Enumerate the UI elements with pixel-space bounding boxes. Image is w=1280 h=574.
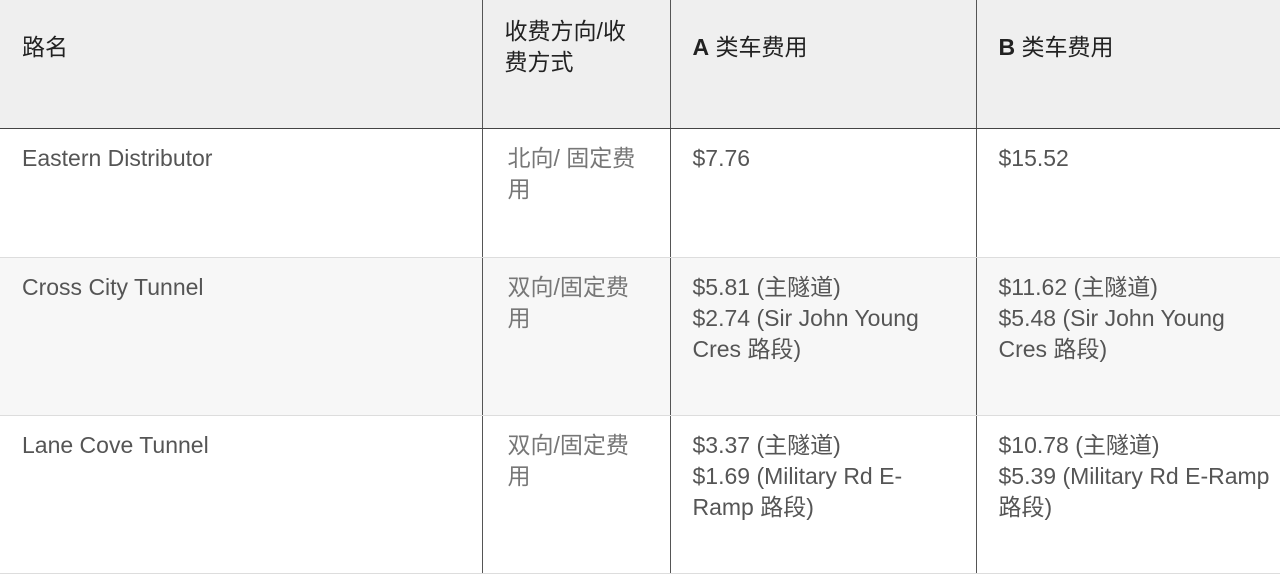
b-fee-cell: $10.78 (主隧道) $5.39 (Military Rd E-Ramp 路段… bbox=[975, 415, 1280, 574]
b-fee-cell: $15.52 bbox=[975, 128, 1280, 258]
direction-cell: 双向/固定费用 bbox=[481, 415, 670, 574]
fee-line: $7.76 bbox=[692, 144, 751, 171]
a-fee-cell: $7.76 bbox=[669, 128, 976, 258]
fee-line: $11.62 (主隧道) bbox=[998, 273, 1158, 300]
table-row: Eastern Distributor 北向/ 固定费用 $7.76 $15.5… bbox=[0, 128, 1280, 258]
direction-cell: 北向/ 固定费用 bbox=[481, 128, 670, 258]
fee-line: $5.81 (主隧道) bbox=[692, 273, 841, 300]
fee-line: $10.78 (主隧道) bbox=[998, 431, 1160, 458]
header-a-class: A 类车费用 bbox=[669, 0, 976, 129]
b-prefix: B bbox=[998, 34, 1016, 60]
fee-line: $5.39 (Military Rd E-Ramp 路段) bbox=[998, 462, 1270, 520]
b-label: 类车费用 bbox=[1015, 34, 1114, 60]
fee-line: $15.52 bbox=[998, 144, 1069, 171]
header-direction: 收费方向/收费方式 bbox=[481, 0, 670, 129]
direction-cell: 双向/固定费用 bbox=[481, 257, 670, 416]
a-prefix: A bbox=[692, 34, 710, 60]
header-b-class: B 类车费用 bbox=[975, 0, 1280, 129]
fee-line: $2.74 (Sir John Young Cres 路段) bbox=[692, 304, 919, 362]
fee-line: $1.69 (Military Rd E-Ramp 路段) bbox=[692, 462, 903, 520]
table-row: Lane Cove Tunnel 双向/固定费用 $3.37 (主隧道) $1.6… bbox=[0, 415, 1280, 574]
a-fee-cell: $5.81 (主隧道) $2.74 (Sir John Young Cres 路段… bbox=[669, 257, 976, 416]
road-cell: Eastern Distributor bbox=[0, 128, 482, 258]
road-cell: Lane Cove Tunnel bbox=[0, 415, 482, 574]
road-cell: Cross City Tunnel bbox=[0, 257, 482, 416]
a-label: 类车费用 bbox=[709, 34, 808, 60]
b-fee-cell: $11.62 (主隧道) $5.48 (Sir John Young Cres 路… bbox=[975, 257, 1280, 416]
table-header-row: 路名 收费方向/收费方式 A 类车费用 B 类车费用 bbox=[0, 0, 1280, 129]
fee-line: $3.37 (主隧道) bbox=[692, 431, 841, 458]
table-row: Cross City Tunnel 双向/固定费用 $5.81 (主隧道) $2.… bbox=[0, 257, 1280, 416]
fee-line: $5.48 (Sir John Young Cres 路段) bbox=[998, 304, 1225, 362]
a-fee-cell: $3.37 (主隧道) $1.69 (Military Rd E-Ramp 路段) bbox=[669, 415, 976, 574]
header-road: 路名 bbox=[0, 0, 482, 129]
